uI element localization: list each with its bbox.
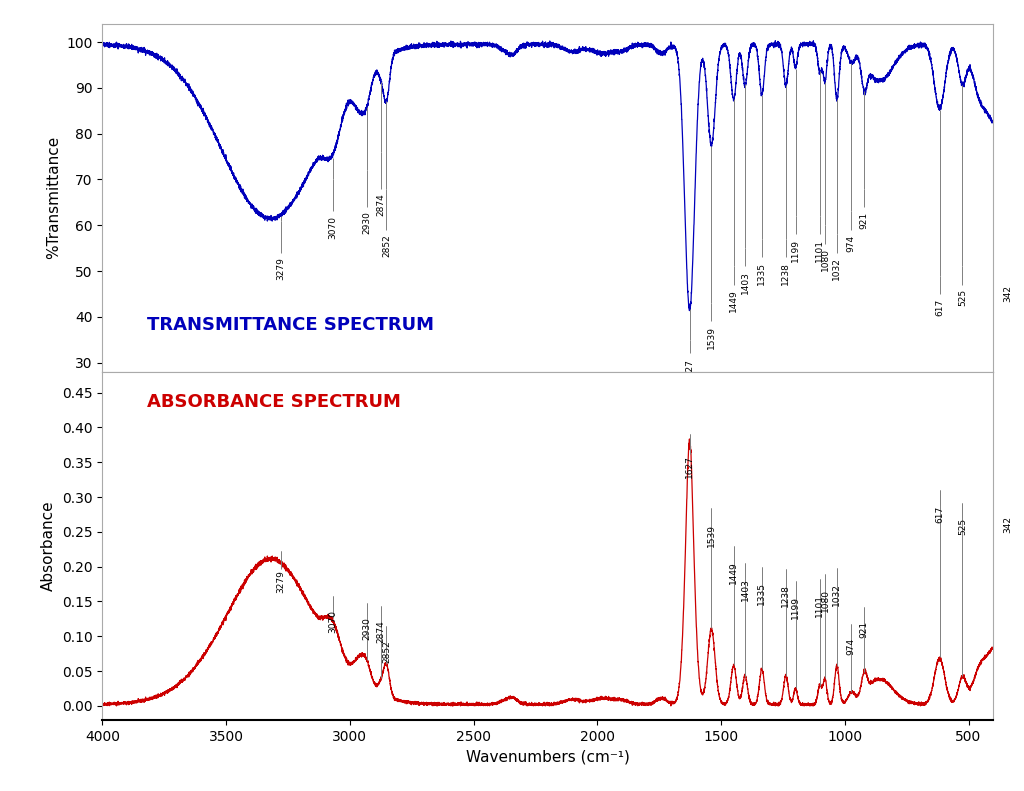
Text: 974: 974 (847, 638, 856, 655)
Text: 2930: 2930 (362, 211, 372, 234)
Text: 3070: 3070 (328, 610, 337, 633)
Text: 1539: 1539 (707, 524, 716, 547)
Y-axis label: %Transmittance: %Transmittance (46, 136, 60, 259)
Text: 1335: 1335 (758, 582, 766, 605)
Text: 1032: 1032 (833, 257, 842, 280)
Text: 2852: 2852 (382, 234, 391, 257)
Text: 974: 974 (847, 234, 856, 252)
Text: 2852: 2852 (382, 640, 391, 663)
Text: 2874: 2874 (377, 193, 386, 216)
Text: 342: 342 (1004, 516, 1012, 533)
Text: 921: 921 (860, 211, 868, 229)
Text: 342: 342 (1004, 285, 1012, 301)
Text: 1449: 1449 (729, 561, 738, 584)
X-axis label: Wavenumbers (cm⁻¹): Wavenumbers (cm⁻¹) (466, 749, 630, 764)
Text: 3279: 3279 (276, 257, 286, 280)
Text: 1539: 1539 (707, 326, 716, 349)
Text: 1627: 1627 (685, 358, 694, 381)
Text: 1199: 1199 (792, 239, 800, 262)
Text: ABSORBANCE SPECTRUM: ABSORBANCE SPECTRUM (147, 392, 400, 411)
Text: 1238: 1238 (781, 262, 791, 285)
Text: 1403: 1403 (740, 578, 750, 601)
Text: 2874: 2874 (377, 620, 386, 643)
Text: 2930: 2930 (362, 617, 372, 640)
Text: 1032: 1032 (833, 584, 842, 606)
Text: 921: 921 (860, 621, 868, 638)
Text: 1199: 1199 (792, 596, 800, 619)
Text: 1627: 1627 (685, 456, 694, 479)
Text: 1335: 1335 (758, 262, 766, 285)
Text: 1101: 1101 (815, 594, 824, 617)
Text: 3070: 3070 (328, 216, 337, 239)
Text: 1080: 1080 (820, 248, 829, 271)
Text: TRANSMITTANCE SPECTRUM: TRANSMITTANCE SPECTRUM (147, 316, 434, 334)
Text: 1238: 1238 (781, 584, 791, 607)
Text: 1449: 1449 (729, 290, 738, 312)
Text: 1080: 1080 (820, 589, 829, 612)
Text: 3279: 3279 (276, 570, 286, 593)
Text: 525: 525 (957, 518, 967, 535)
Text: 525: 525 (957, 290, 967, 306)
Text: 1403: 1403 (740, 271, 750, 294)
Y-axis label: Absorbance: Absorbance (41, 501, 56, 591)
Text: 1101: 1101 (815, 239, 824, 262)
Text: 617: 617 (935, 506, 944, 524)
Text: 617: 617 (935, 298, 944, 316)
